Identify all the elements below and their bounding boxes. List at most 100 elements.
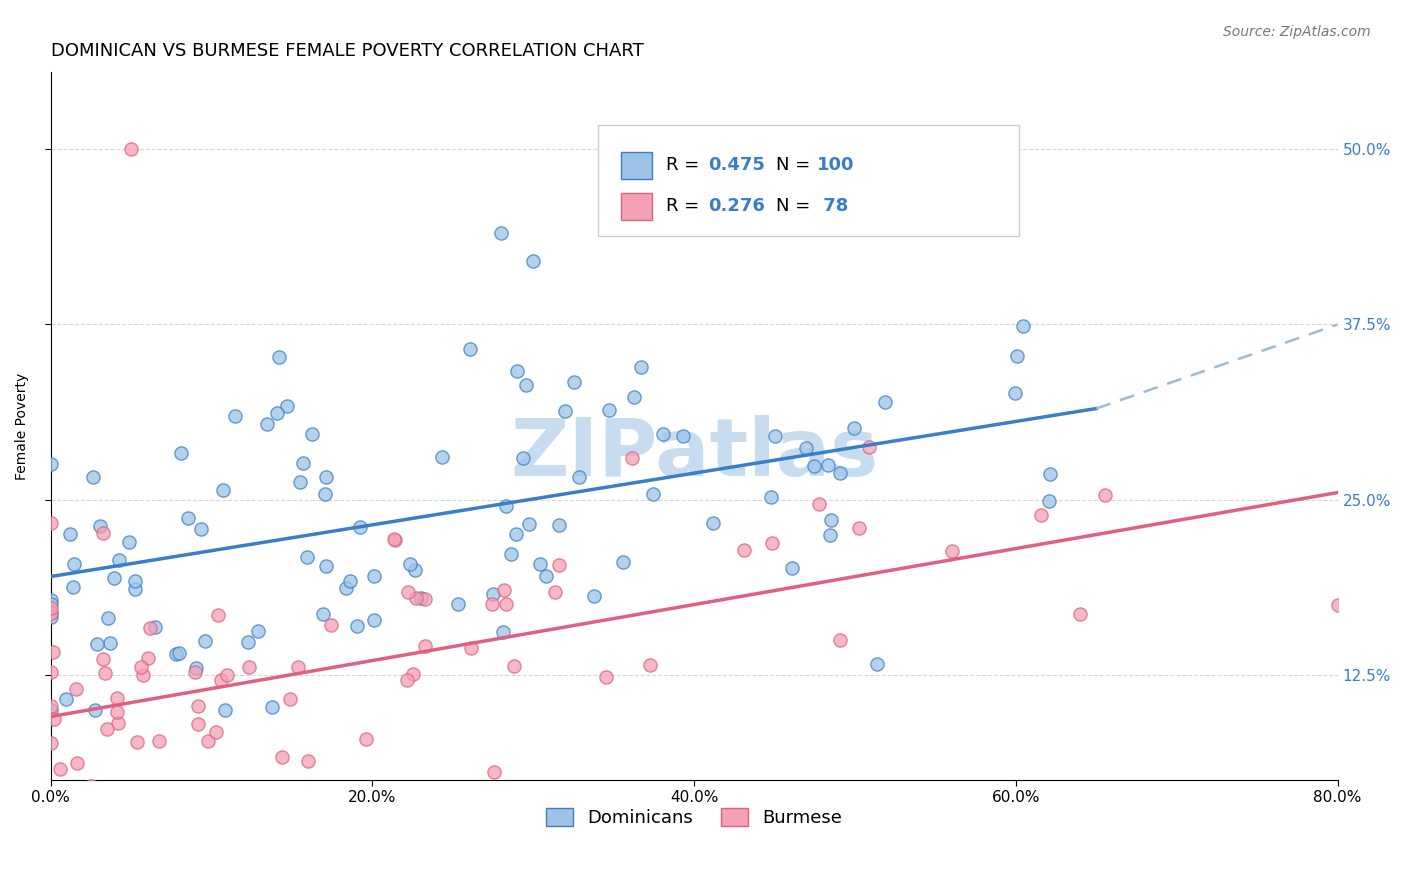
Point <box>489 227 512 241</box>
Point <box>287 659 309 673</box>
Point <box>761 490 783 504</box>
Point <box>148 734 170 748</box>
Point <box>319 787 342 801</box>
Text: 0.276: 0.276 <box>709 197 765 215</box>
Point <box>209 673 232 688</box>
Point <box>83 703 105 717</box>
Point <box>58 527 80 541</box>
Point <box>39 610 62 624</box>
Point <box>124 582 146 597</box>
Point <box>314 487 336 501</box>
Point <box>411 591 433 605</box>
Point <box>98 636 121 650</box>
Point <box>236 634 259 648</box>
Point <box>105 690 128 705</box>
Point <box>55 691 77 706</box>
Point <box>384 533 406 547</box>
Point <box>396 584 419 599</box>
Point <box>190 522 212 536</box>
Point <box>803 459 825 474</box>
Point <box>107 716 129 731</box>
Point <box>529 558 551 572</box>
Point <box>80 779 103 793</box>
Point <box>184 661 207 675</box>
Point <box>404 564 426 578</box>
Point <box>830 633 852 648</box>
Point <box>583 589 606 603</box>
Point <box>346 619 368 633</box>
Point <box>568 470 591 484</box>
Point <box>39 606 62 620</box>
Point <box>215 668 238 682</box>
Point <box>222 787 245 801</box>
Point <box>42 645 65 659</box>
Point <box>522 254 544 268</box>
Point <box>315 469 337 483</box>
Point <box>39 601 62 615</box>
Point <box>517 516 540 531</box>
Point <box>39 698 62 713</box>
Point <box>312 607 335 622</box>
Point <box>169 446 191 460</box>
Point <box>132 668 155 682</box>
Point <box>39 457 62 471</box>
Point <box>354 731 377 746</box>
Point <box>495 499 517 513</box>
Point <box>512 451 534 466</box>
Point <box>39 592 62 607</box>
Point <box>183 665 205 679</box>
Point <box>482 587 505 601</box>
Point <box>288 475 311 489</box>
Point <box>413 591 436 606</box>
Point <box>94 665 117 680</box>
Point <box>319 618 342 632</box>
Point <box>335 581 357 595</box>
Point <box>260 700 283 714</box>
Point <box>82 469 104 483</box>
Point <box>339 574 361 589</box>
Point <box>86 787 108 801</box>
Text: N =: N = <box>776 156 815 174</box>
Point <box>547 558 569 573</box>
Point <box>495 597 517 611</box>
Point <box>598 403 620 417</box>
Point <box>402 667 425 681</box>
Point <box>446 597 468 611</box>
Point <box>39 665 62 680</box>
Point <box>820 512 842 526</box>
Point <box>515 377 537 392</box>
Point <box>297 754 319 768</box>
Point <box>89 519 111 533</box>
Point <box>481 597 503 611</box>
Legend: Dominicans, Burmese: Dominicans, Burmese <box>538 800 849 834</box>
Text: N =: N = <box>776 197 815 215</box>
Point <box>363 569 385 583</box>
Point <box>499 547 522 561</box>
Point <box>62 580 84 594</box>
Point <box>266 406 288 420</box>
Point <box>382 532 405 546</box>
Text: 100: 100 <box>817 156 855 174</box>
Point <box>482 765 505 780</box>
Point <box>702 516 724 530</box>
Point <box>48 762 70 776</box>
Point <box>1038 493 1060 508</box>
Point <box>207 607 229 622</box>
Point <box>301 426 323 441</box>
Point <box>363 614 385 628</box>
Point <box>1004 386 1026 401</box>
Point <box>103 571 125 585</box>
Point <box>297 549 319 564</box>
Point <box>91 652 114 666</box>
Point <box>66 756 89 770</box>
Y-axis label: Female Poverty: Female Poverty <box>15 372 30 480</box>
Point <box>349 519 371 533</box>
Point <box>280 691 302 706</box>
Point <box>127 735 149 749</box>
Point <box>460 641 482 656</box>
Point <box>866 657 889 671</box>
Point <box>197 733 219 747</box>
Point <box>844 420 866 434</box>
Point <box>1039 467 1062 481</box>
Point <box>794 441 817 455</box>
